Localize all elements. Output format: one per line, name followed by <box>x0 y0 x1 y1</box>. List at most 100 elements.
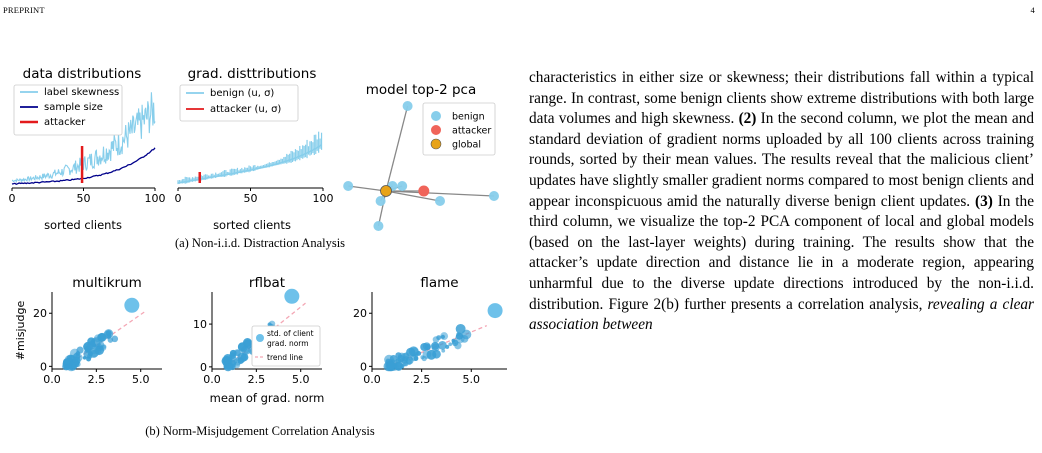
chart-title: data distributions <box>23 66 142 82</box>
x-tick-label: 0.0 <box>363 373 381 386</box>
highlight-point <box>124 297 140 313</box>
page-number: 4 <box>1030 5 1035 15</box>
highlight-point <box>487 303 503 319</box>
x-tick-label: 0.0 <box>43 373 61 386</box>
chart-title: rflbat <box>249 275 285 291</box>
client-point <box>445 344 450 349</box>
client-point <box>455 333 465 344</box>
x-axis-label: mean of grad. norm <box>210 391 325 405</box>
benign-point <box>375 196 386 206</box>
chart-rflbat: rflbat 0.0 2.5 5.0 0 10 mean of grad. norm std.… <box>193 275 324 405</box>
client-point <box>68 357 72 362</box>
client-point <box>438 340 447 350</box>
client-point <box>401 357 408 364</box>
update-direction-line <box>377 190 387 227</box>
legend-label: benign (u, σ) <box>210 88 274 99</box>
update-direction-line <box>385 190 441 202</box>
legend-label: attacker <box>44 117 86 128</box>
x-tick-label: 0.0 <box>203 373 221 386</box>
benign-point <box>435 196 445 206</box>
client-point <box>71 364 77 369</box>
legend: benign attacker global <box>422 102 496 156</box>
global-point <box>380 185 392 197</box>
x-tick-label: 2.5 <box>248 373 266 386</box>
chart-title: grad. disttributions <box>188 66 317 82</box>
body-run: In the second column, we plot the mean a… <box>529 110 1034 210</box>
legend-marker <box>431 111 441 121</box>
client-point <box>436 335 442 341</box>
client-point <box>221 356 232 366</box>
legend-label: attacker <box>452 126 491 137</box>
legend-label: trend line <box>267 353 303 362</box>
client-point <box>455 323 466 334</box>
client-point <box>452 340 457 345</box>
x-tick-label: 100 <box>145 192 166 205</box>
client-point <box>413 356 419 361</box>
x-axis-label: sorted clients <box>213 218 291 232</box>
body-run: (2) <box>738 110 757 128</box>
series-sample-size <box>11 147 156 186</box>
x-tick-label: 2.5 <box>413 373 431 386</box>
body-run: revealing a clear association between <box>529 295 1034 334</box>
client-point <box>424 344 431 350</box>
y-tick-label: 20 <box>33 307 47 320</box>
client-point <box>87 341 96 350</box>
legend-marker <box>256 334 264 342</box>
legend-label: attacker (u, σ) <box>210 104 281 115</box>
legend: label skewness sample size attacker <box>13 84 123 136</box>
highlight-point <box>284 288 300 304</box>
chart-title: multikrum <box>72 275 142 291</box>
legend-box <box>13 84 123 136</box>
client-point <box>394 361 404 371</box>
x-tick-label: 5.0 <box>292 373 310 386</box>
client-point <box>395 352 402 359</box>
x-tick-label: 0 <box>175 192 182 205</box>
client-point <box>441 348 446 353</box>
legend-label: grad. norm <box>267 339 309 348</box>
client-point <box>240 353 249 362</box>
legend-label: sample size <box>44 102 103 113</box>
legend-label: std. of client <box>267 329 314 338</box>
client-point <box>72 356 81 365</box>
body-run: characteristics in either size or skewne… <box>529 69 1034 128</box>
benign-point <box>489 191 499 201</box>
client-point <box>97 333 106 342</box>
client-point <box>66 362 74 370</box>
y-tick-label: 0 <box>40 360 47 373</box>
client-point <box>440 334 445 339</box>
client-point <box>448 342 453 347</box>
client-point <box>105 330 112 337</box>
chart-data-distributions: data distributions 0 50 100 sorted clients la… <box>9 66 166 232</box>
series-benign-mean <box>177 144 322 184</box>
client-point <box>89 348 100 358</box>
benign-point <box>373 221 384 231</box>
chart-title: model top-2 pca <box>366 82 476 98</box>
legend-box <box>179 84 299 122</box>
legend-label: label skewness <box>44 87 119 98</box>
chart-grad-distributions: grad. disttributions 0 50 100 sorted clients… <box>175 66 334 232</box>
client-point <box>431 343 440 352</box>
x-axis-label: sorted clients <box>44 218 122 232</box>
chart-model-pca: model top-2 pca benign attacker global <box>343 82 499 231</box>
x-tick-label: 50 <box>77 192 91 205</box>
legend-label: global <box>452 140 481 151</box>
running-header-title: PREPRINT <box>3 5 45 15</box>
x-tick-label: 5.0 <box>132 373 150 386</box>
client-point <box>100 344 107 351</box>
body-paragraph: characteristics in either size or skewne… <box>529 68 1034 336</box>
client-point <box>225 363 233 371</box>
y-tick-label: 10 <box>193 318 207 331</box>
body-run: (3) <box>975 192 993 210</box>
client-point <box>422 350 432 359</box>
chart-multikrum: multikrum 0.0 2.5 5.0 0 20 #misjudge <box>14 275 162 386</box>
x-tick-label: 5.0 <box>463 373 481 386</box>
y-tick-label: 0 <box>200 361 207 374</box>
legend-marker <box>431 125 441 135</box>
client-point <box>233 349 241 357</box>
body-run: In the third column, we visualize the to… <box>529 192 1034 313</box>
benign-point <box>402 101 413 111</box>
x-tick-label: 50 <box>244 192 258 205</box>
legend-box <box>251 325 321 367</box>
attacker-point <box>418 185 430 197</box>
